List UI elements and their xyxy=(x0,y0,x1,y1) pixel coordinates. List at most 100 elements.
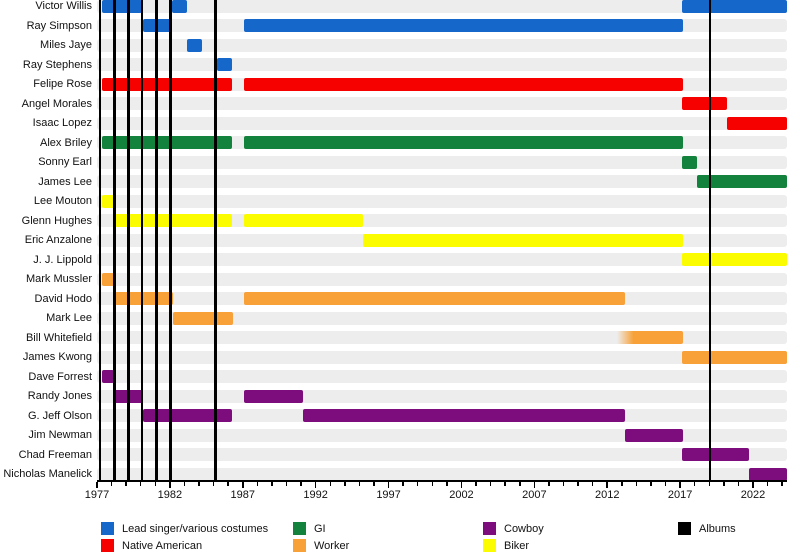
member-label: David Hodo xyxy=(34,292,92,305)
axis-major-tick xyxy=(387,481,390,488)
axis-tick-label: 1982 xyxy=(157,489,183,501)
legend-swatch xyxy=(483,539,496,552)
legend-swatch xyxy=(101,539,114,552)
legend-swatch xyxy=(293,522,306,535)
axis-minor-tick xyxy=(446,481,448,486)
axis-minor-tick xyxy=(256,481,259,486)
tenure-bar xyxy=(187,38,203,52)
tenure-bar xyxy=(101,136,233,150)
member-label: Isaac Lopez xyxy=(32,117,92,130)
member-label: James Kwong xyxy=(22,351,92,364)
row-band xyxy=(97,370,787,384)
axis-minor-tick xyxy=(650,481,652,486)
axis-major-tick xyxy=(96,481,98,488)
axis-major-tick xyxy=(679,481,681,488)
member-label: Eric Anzalone xyxy=(24,234,92,247)
tenure-bar xyxy=(363,233,683,247)
axis-major-tick xyxy=(169,481,171,488)
axis-minor-tick xyxy=(519,481,521,486)
axis-tick-label: 2007 xyxy=(522,489,547,501)
axis-minor-tick xyxy=(548,481,550,486)
tenure-bar xyxy=(101,77,233,91)
tenure-bar xyxy=(244,19,683,33)
tenure-bar xyxy=(101,194,115,208)
album-line xyxy=(169,0,172,480)
row-band xyxy=(97,272,787,286)
row-band xyxy=(97,97,787,111)
member-label: James Lee xyxy=(38,175,92,188)
legend-swatch xyxy=(101,522,114,535)
tenure-bar xyxy=(244,77,683,91)
axis-major-tick xyxy=(460,481,463,488)
member-label: Bill Whitefield xyxy=(25,331,92,344)
tenure-bar xyxy=(244,389,303,403)
tenure-bar xyxy=(143,409,233,423)
axis-minor-tick xyxy=(300,481,302,486)
axis-tick-label: 1997 xyxy=(376,489,401,501)
row-band xyxy=(97,253,787,267)
tenure-bar xyxy=(244,292,625,306)
axis-minor-tick xyxy=(329,481,331,486)
axis-tick-label: 2002 xyxy=(449,489,474,501)
axis-major-tick xyxy=(752,481,754,488)
row-band xyxy=(97,38,787,52)
tenure-bar xyxy=(624,428,683,442)
legend-label: Worker xyxy=(314,540,350,552)
member-label: Felipe Rose xyxy=(33,78,92,91)
axis-minor-tick xyxy=(183,481,186,486)
tenure-bar xyxy=(101,0,143,13)
axis-minor-tick xyxy=(766,481,769,486)
tenure-bar xyxy=(617,331,683,345)
member-label: Victor Willis xyxy=(35,0,92,13)
legend-label: Native American xyxy=(122,540,203,552)
tenure-bar xyxy=(114,292,173,306)
axis-tick-label: 1987 xyxy=(230,489,256,501)
legend-swatch xyxy=(483,522,496,535)
tenure-bar xyxy=(244,214,364,228)
tenure-bar xyxy=(748,467,787,481)
tenure-bar xyxy=(681,155,698,169)
tenure-bar xyxy=(681,253,787,267)
axis-minor-tick xyxy=(285,481,288,486)
axis-minor-tick xyxy=(723,481,725,486)
axis-major-tick xyxy=(533,481,536,488)
member-label: Chad Freeman xyxy=(18,448,92,461)
tenure-bar xyxy=(681,448,749,462)
album-line xyxy=(98,0,102,480)
row-band xyxy=(97,467,787,481)
axis-minor-tick xyxy=(708,481,711,486)
axis-minor-tick xyxy=(431,481,434,486)
member-label: Miles Jaye xyxy=(40,39,92,52)
axis-minor-tick xyxy=(475,481,477,486)
axis-tick-label: 2022 xyxy=(740,489,766,501)
member-label: Alex Briley xyxy=(40,136,92,149)
row-band xyxy=(97,194,787,208)
row-band xyxy=(97,116,787,130)
member-label: Glenn Hughes xyxy=(21,214,92,227)
member-label: Ray Simpson xyxy=(26,19,92,32)
axis-minor-tick xyxy=(154,481,157,486)
album-line xyxy=(155,0,158,480)
tenure-bar xyxy=(681,350,787,364)
axis-minor-tick xyxy=(664,481,667,486)
axis-minor-tick xyxy=(139,481,142,486)
axis-tick-label: 2017 xyxy=(667,489,693,501)
tenure-bar xyxy=(302,409,625,423)
tenure-bar xyxy=(171,0,187,13)
legend-label: Lead singer/various costumes xyxy=(122,523,269,535)
tenure-bar xyxy=(172,311,234,325)
member-label: Sonny Earl xyxy=(38,156,92,169)
legend-swatch xyxy=(293,539,306,552)
tenure-bar xyxy=(681,0,787,13)
axis-minor-tick xyxy=(344,481,346,486)
axis-minor-tick xyxy=(562,481,565,486)
tenure-bar xyxy=(101,272,115,286)
axis-minor-tick xyxy=(198,481,200,486)
tenure-bar xyxy=(244,136,683,150)
axis-minor-tick xyxy=(737,481,740,486)
axis-minor-tick xyxy=(373,481,375,486)
axis-minor-tick xyxy=(577,481,579,486)
tenure-bar xyxy=(697,175,787,189)
axis-minor-tick xyxy=(110,481,113,486)
